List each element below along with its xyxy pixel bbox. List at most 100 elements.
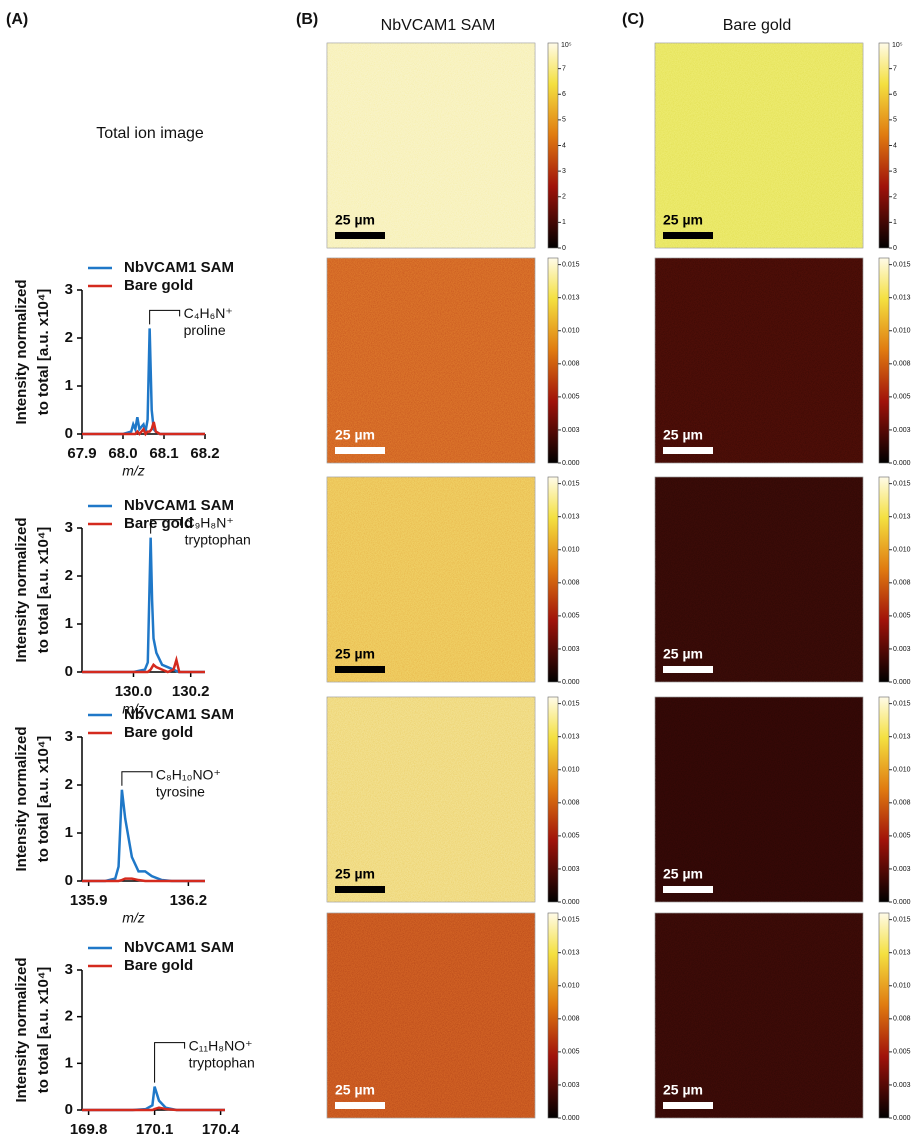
ion-image-noise	[327, 697, 535, 902]
y-tick-label: 2	[65, 1008, 73, 1025]
scale-bar	[335, 886, 385, 893]
y-tick-label: 3	[65, 519, 73, 536]
legend-label: Bare gold	[124, 277, 193, 294]
colorbar-tick-label: 0.003	[893, 1082, 911, 1089]
colorbar-tick-label: 0.008	[562, 1016, 580, 1023]
scale-bar	[663, 666, 713, 673]
colorbar-tick-label: 1	[562, 219, 566, 226]
colorbar-tick-label: 4	[562, 142, 566, 149]
annotation-bracket	[121, 771, 153, 786]
ion-image-noise	[327, 477, 535, 682]
x-tick-label: 170.1	[136, 1121, 174, 1138]
x-axis-label: m/z	[122, 701, 145, 717]
y-tick-label: 0	[65, 425, 73, 442]
colorbar	[547, 912, 559, 1119]
colorbar	[547, 476, 559, 683]
colorbar-tick-label: 0.013	[893, 514, 911, 521]
colorbar-tick-label: 0.008	[562, 800, 580, 807]
y-tick-label: 1	[65, 615, 73, 632]
spectrum-line	[82, 328, 205, 436]
y-tick-label: 0	[65, 1101, 73, 1118]
colorbar-tick-label: 0.008	[893, 1016, 911, 1023]
colorbar-tick-label: 0.013	[893, 295, 911, 302]
y-axis-label: Intensity normalized	[13, 726, 30, 871]
colorbar-tick-label: 0.015	[893, 700, 911, 707]
panel-label: (B)	[296, 11, 318, 28]
scale-bar	[335, 232, 385, 239]
scale-bar-label: 25 µm	[663, 427, 703, 443]
colorbar-tick-label: 0.003	[562, 866, 580, 873]
scale-bar-label: 25 µm	[335, 212, 375, 228]
colorbar-tick-label: 0.008	[893, 580, 911, 587]
scale-bar-label: 25 µm	[335, 1082, 375, 1098]
row-title: Total ion image	[96, 125, 204, 142]
colorbar-tick-label: 0.005	[562, 1049, 580, 1056]
annotation: C₉H₈N⁺	[185, 514, 234, 530]
colorbar-tick-label: 5	[893, 117, 897, 124]
colorbar-tick-label: 0.010	[893, 328, 911, 335]
ion-image-noise	[327, 913, 535, 1118]
colorbar-tick-label: 0.010	[562, 328, 580, 335]
colorbar	[878, 696, 890, 903]
colorbar-tick-label: 2	[893, 194, 897, 201]
colorbar-tick-label: 0.005	[893, 394, 911, 401]
x-tick-label: 130.2	[172, 683, 210, 700]
colorbar-tick-label: 0.013	[562, 950, 580, 957]
y-tick-label: 1	[65, 377, 73, 394]
spectrum-line	[82, 655, 205, 674]
colorbar-tick-label: 0.000	[893, 679, 911, 686]
annotation-bracket	[149, 309, 181, 325]
legend-label: Bare gold	[124, 957, 193, 974]
scale-bar	[663, 1102, 713, 1109]
colorbar-tick-label: 0.000	[893, 899, 911, 906]
colorbar-tick-label: 0.000	[562, 679, 580, 686]
y-tick-label: 2	[65, 776, 73, 793]
ion-image-noise	[327, 43, 535, 248]
colorbar	[547, 696, 559, 903]
colorbar-tick-label: 0.003	[893, 427, 911, 434]
colorbar-tick-label: 0.000	[562, 460, 580, 467]
legend-label: Bare gold	[124, 515, 193, 532]
ion-image-noise	[655, 258, 863, 463]
x-tick-label: 130.0	[115, 683, 153, 700]
colorbar-tick-label: 0.015	[893, 916, 911, 923]
annotation: C₈H₁₀NO⁺	[156, 767, 221, 783]
colorbar-tick-label: 0.013	[562, 514, 580, 521]
colorbar-tick-label: 5	[562, 117, 566, 124]
scale-bar-label: 25 µm	[335, 646, 375, 662]
scale-bar	[335, 447, 385, 454]
scale-bar-label: 25 µm	[335, 427, 375, 443]
legend-label: NbVCAM1 SAM	[124, 259, 234, 276]
colorbar-label: 10⁵	[561, 42, 572, 49]
colorbar-tick-label: 0.013	[893, 734, 911, 741]
colorbar-tick-label: 0.013	[562, 295, 580, 302]
colorbar-tick-label: 0.015	[562, 261, 580, 268]
x-axis-label: m/z	[122, 463, 145, 479]
y-tick-label: 3	[65, 961, 73, 978]
colorbar-tick-label: 0.013	[893, 950, 911, 957]
annotation: tyrosine	[156, 784, 205, 800]
colorbar-tick-label: 4	[893, 142, 897, 149]
colorbar-tick-label: 1	[893, 219, 897, 226]
spectrum-line	[82, 877, 205, 883]
spectrum-line	[82, 789, 205, 883]
colorbar-tick-label: 7	[562, 65, 566, 72]
ion-image-noise	[655, 477, 863, 682]
x-tick-label: 170.4	[202, 1121, 240, 1138]
colorbar-tick-label: 0.015	[562, 480, 580, 487]
legend-label: NbVCAM1 SAM	[124, 939, 234, 956]
ion-image-noise	[655, 43, 863, 248]
spectrum-line	[82, 537, 205, 674]
annotation: tryptophan	[185, 531, 251, 547]
ion-image-noise	[655, 697, 863, 902]
colorbar-tick-label: 0.008	[562, 580, 580, 587]
x-tick-label: 169.8	[70, 1121, 108, 1138]
colorbar-tick-label: 0.003	[893, 866, 911, 873]
colorbar-tick-label: 0.015	[893, 480, 911, 487]
panel-label: (C)	[622, 11, 644, 28]
y-tick-label: 1	[65, 824, 73, 841]
y-axis-label: Intensity normalized	[13, 279, 30, 424]
annotation: proline	[184, 322, 226, 338]
scale-bar-label: 25 µm	[663, 646, 703, 662]
annotation-bracket	[154, 1042, 186, 1083]
